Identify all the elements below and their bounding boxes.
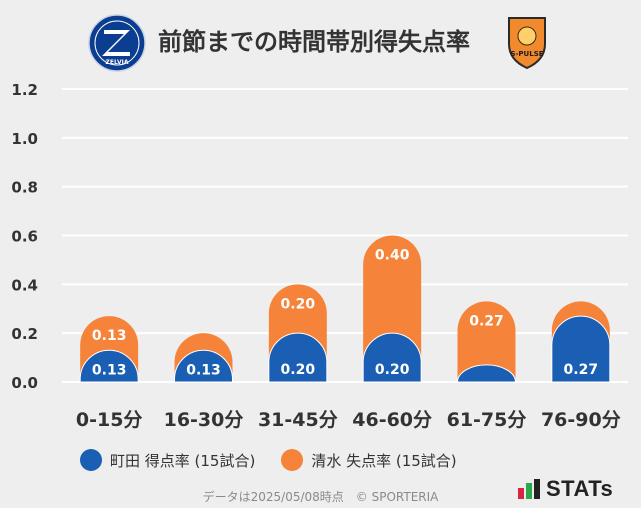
data-label-away: 0.27 (469, 313, 504, 329)
x-tick-label: 46-60分 (352, 409, 432, 431)
data-label-home: 0.20 (281, 362, 316, 378)
footer-note: データは2025/05/08時点 © SPORTERIA (202, 490, 439, 504)
bar-away (457, 301, 516, 382)
bar-home (79, 349, 139, 383)
legend-label-machida: 町田 得点率 (15試合) (110, 451, 256, 470)
data-label-away: 0.40 (375, 248, 410, 264)
legend-swatch-machida (80, 449, 102, 471)
x-tick-label: 16-30分 (164, 409, 244, 431)
y-tick-label: 0.8 (11, 179, 38, 197)
y-tick-label: 0.0 (11, 374, 38, 392)
svg-text:S-PULSE: S-PULSE (510, 50, 543, 58)
y-tick-label: 0.4 (11, 276, 38, 294)
data-label-home: 0.27 (564, 362, 599, 378)
y-tick-label: 0.6 (11, 228, 38, 246)
x-tick-label: 0-15分 (76, 409, 143, 431)
x-tick-label: 31-45分 (258, 409, 338, 431)
bar-chart: 0.0 0.2 0.4 0.6 0.8 1.0 1.2 0.13 0.13 0-15分 0.13 16… (11, 81, 628, 431)
shimizu-s-pulse-logo: S-PULSE (505, 14, 549, 74)
y-tick-label: 1.0 (11, 130, 38, 148)
bar-home (362, 332, 422, 383)
data-label-home: 0.13 (92, 362, 127, 378)
bar-home (551, 315, 611, 383)
machida-zelvia-logo: ZELVIA (88, 14, 146, 76)
bar-home (174, 349, 233, 383)
svg-text:ZELVIA: ZELVIA (106, 59, 129, 66)
stats-brand: STATs (518, 476, 613, 502)
legend: 町田 得点率 (15試合) 清水 失点率 (15試合) (80, 449, 457, 471)
x-tick-label: 61-75分 (447, 409, 527, 431)
bar-home (268, 332, 328, 383)
data-label-away: 0.20 (281, 296, 316, 312)
data-label-home: 0.20 (375, 362, 410, 378)
legend-label-shimizu: 清水 失点率 (15試合) (311, 451, 457, 470)
stats-wordmark: STATs (546, 476, 614, 501)
y-tick-label: 0.2 (11, 325, 38, 343)
legend-swatch-shimizu (281, 449, 304, 471)
y-tick-label: 1.2 (11, 81, 38, 99)
x-tick-label: 76-90分 (541, 409, 621, 431)
bar-home (456, 364, 517, 383)
stats-logo-icon (518, 479, 540, 499)
chart-title: 前節までの時間帯別得失点率 (158, 28, 470, 56)
data-label-home: 0.13 (186, 362, 221, 378)
data-label-away: 0.13 (92, 328, 127, 344)
